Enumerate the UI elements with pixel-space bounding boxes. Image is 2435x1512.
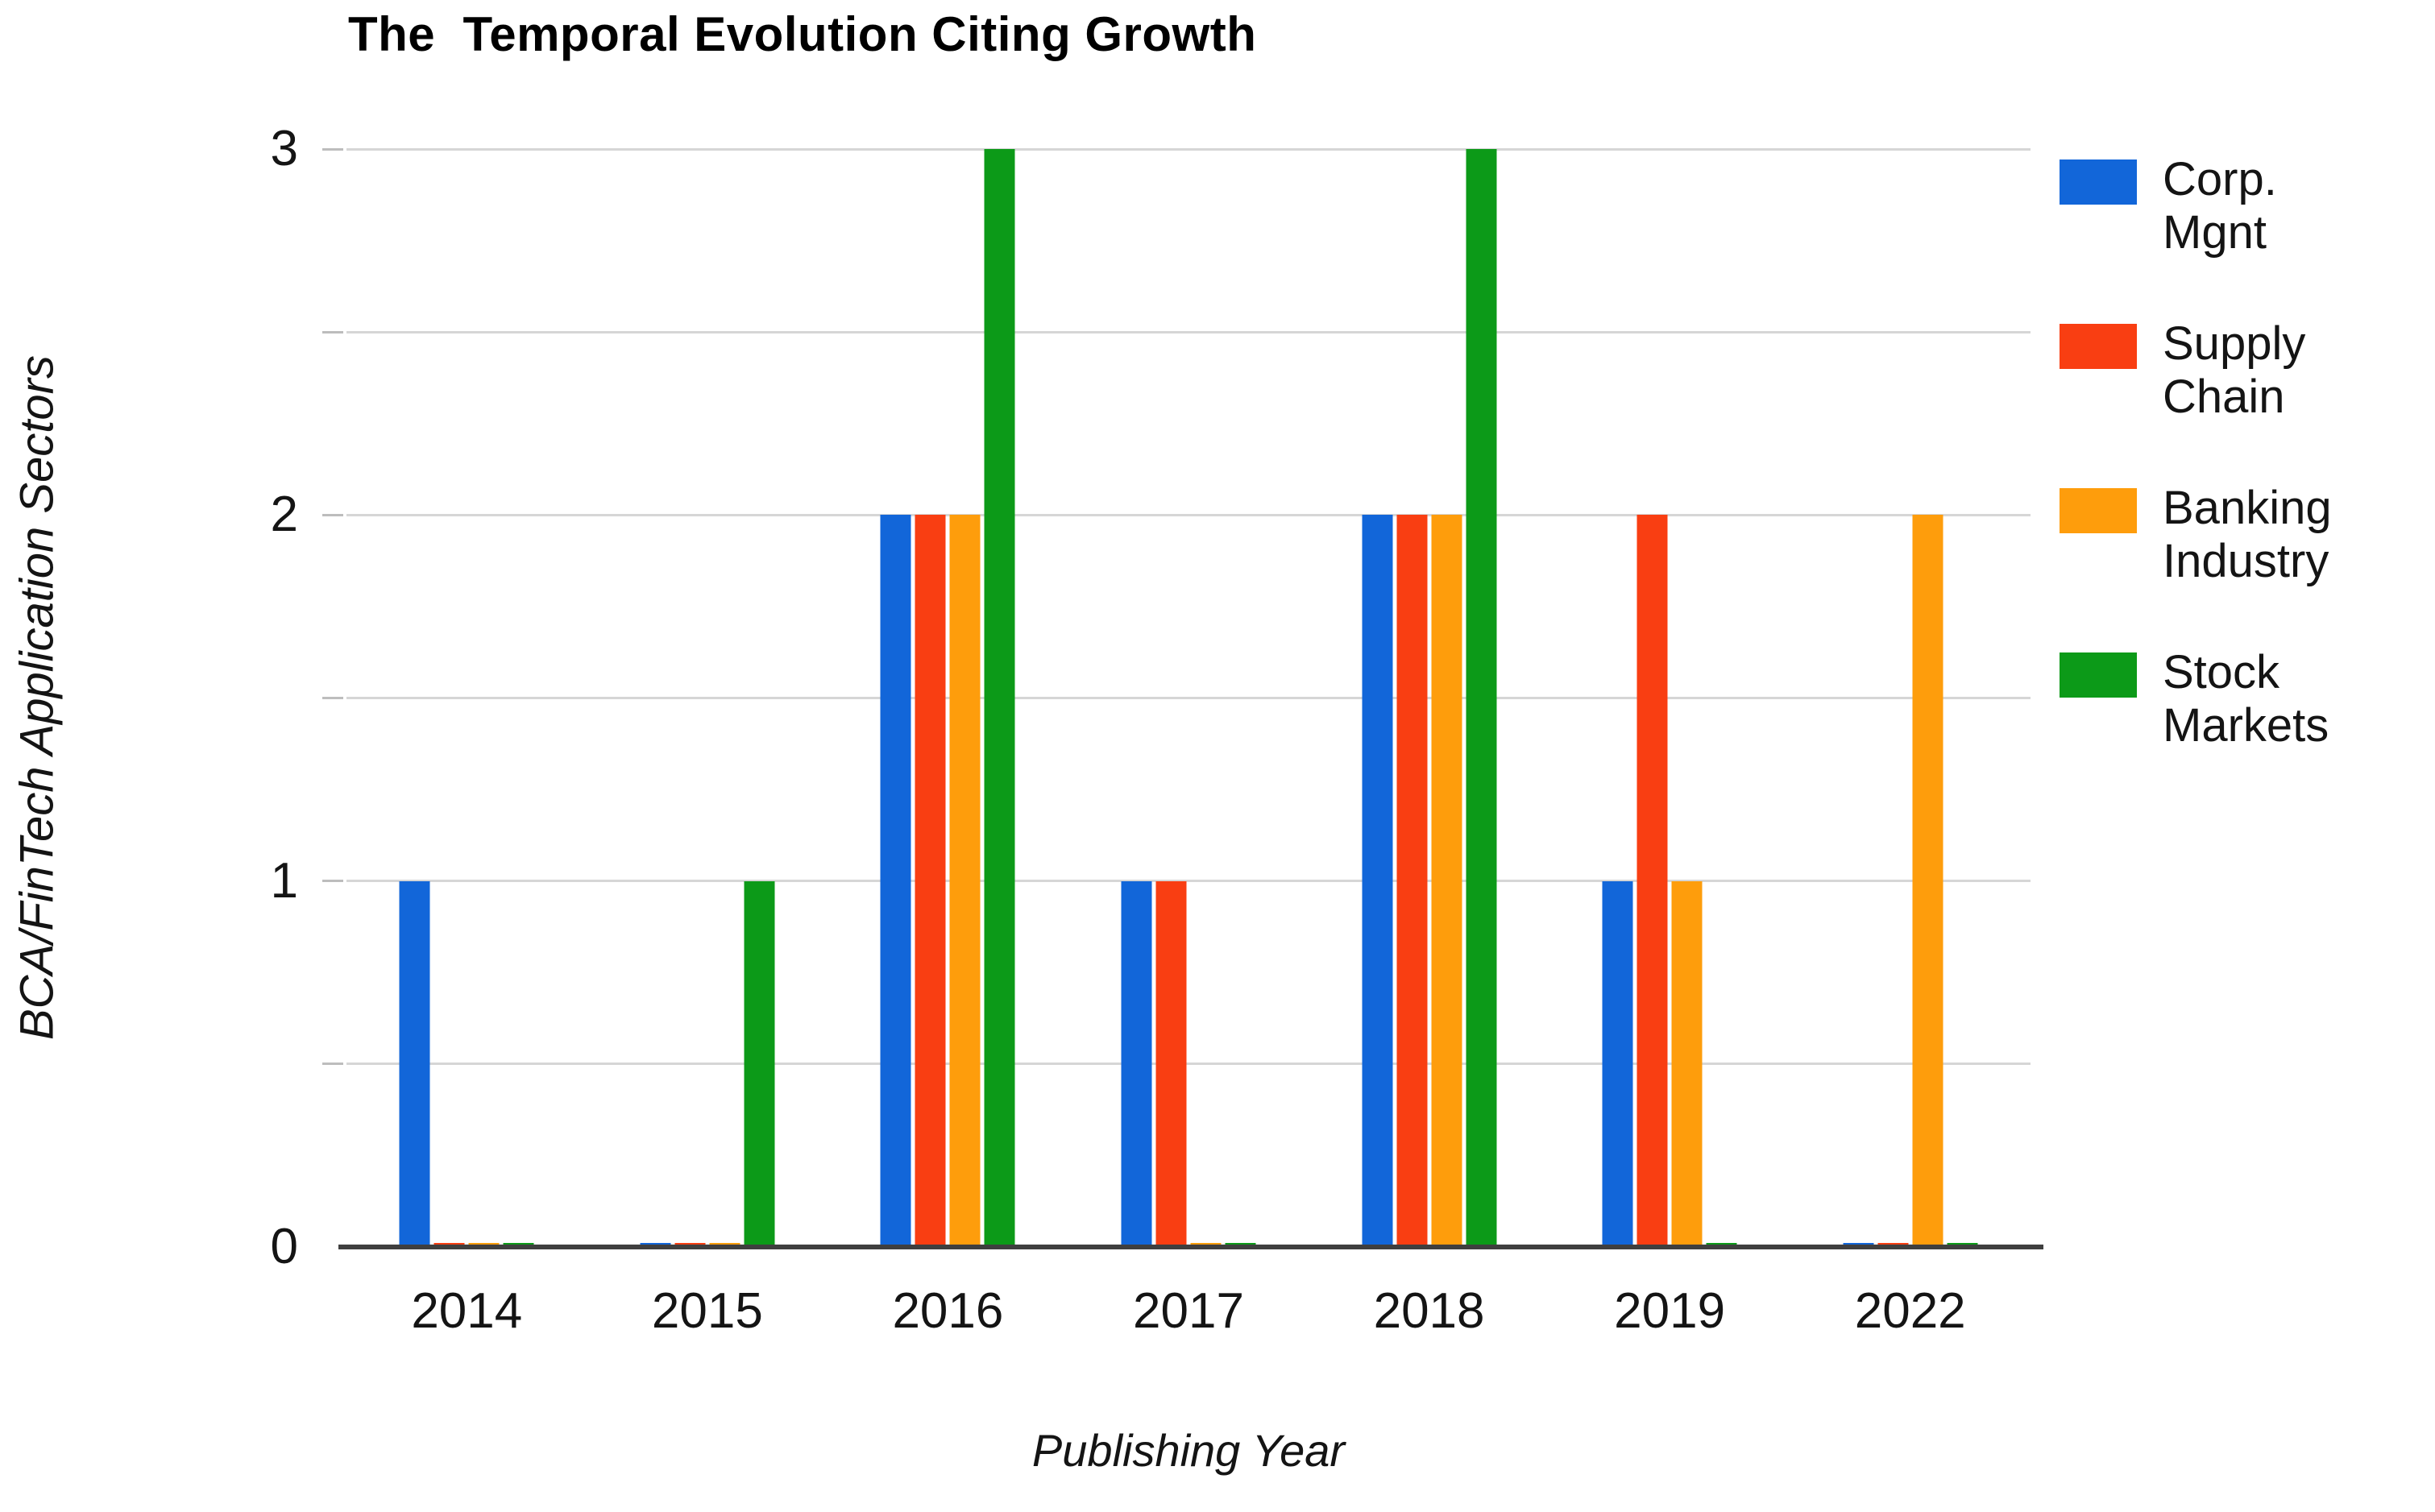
legend-swatch-supply-chain bbox=[2060, 324, 2137, 369]
bar-2017-corp-mgnt bbox=[1121, 880, 1152, 1247]
y-tick-label-3: 3 bbox=[270, 121, 298, 176]
bar-group-2015 bbox=[640, 880, 775, 1247]
bar-2019-banking-industry bbox=[1671, 880, 1703, 1247]
y-axis-tick bbox=[322, 697, 343, 699]
x-tick-label-2017: 2017 bbox=[1133, 1283, 1244, 1339]
legend-label-supply-chain: Supply Chain bbox=[2163, 317, 2306, 423]
x-tick-label-2018: 2018 bbox=[1373, 1283, 1485, 1339]
legend-swatch-corp-mgnt bbox=[2060, 159, 2137, 205]
x-axis-line bbox=[338, 1245, 2043, 1249]
chart-title: The Temporal Evolution Citing Growth bbox=[348, 7, 1257, 61]
y-axis-tick bbox=[322, 1063, 343, 1066]
legend-swatch-stock-markets bbox=[2060, 652, 2137, 698]
bar-group-2019 bbox=[1602, 515, 1737, 1247]
legend-label-banking-industry: Banking Industry bbox=[2163, 482, 2332, 587]
legend-entry-corp-mgnt: Corp. Mgnt bbox=[2060, 153, 2332, 259]
x-axis-title: Publishing Year bbox=[1031, 1425, 1346, 1476]
bar-group-2017 bbox=[1121, 880, 1256, 1247]
gridline bbox=[346, 697, 2031, 699]
legend-entry-supply-chain: Supply Chain bbox=[2060, 317, 2332, 424]
gridline bbox=[346, 147, 2031, 151]
legend-swatch-banking-industry bbox=[2060, 488, 2137, 533]
x-tick-label-2016: 2016 bbox=[892, 1283, 1004, 1339]
bar-2017-supply-chain bbox=[1155, 880, 1187, 1247]
y-axis-tick bbox=[322, 147, 343, 151]
bar-2019-supply-chain bbox=[1636, 515, 1668, 1247]
bar-2016-banking-industry bbox=[949, 515, 981, 1247]
y-tick-label-1: 1 bbox=[270, 852, 298, 909]
bar-2018-corp-mgnt bbox=[1362, 515, 1393, 1247]
x-tick-label-2014: 2014 bbox=[411, 1283, 523, 1339]
bar-2018-supply-chain bbox=[1396, 515, 1428, 1247]
x-tick-label-2019: 2019 bbox=[1614, 1283, 1726, 1339]
bar-group-2014 bbox=[399, 880, 534, 1247]
gridline bbox=[346, 1063, 2031, 1066]
legend-label-corp-mgnt: Corp. Mgnt bbox=[2163, 153, 2277, 259]
y-axis-tick bbox=[322, 880, 343, 883]
y-tick-label-2: 2 bbox=[270, 487, 298, 543]
gridline bbox=[346, 880, 2031, 883]
legend: Corp. Mgnt Supply Chain Banking Industry… bbox=[2060, 153, 2332, 752]
y-axis-title: BCA/FinTech Application Sectors bbox=[10, 354, 64, 1041]
y-tick-label-0: 0 bbox=[270, 1219, 298, 1274]
legend-entry-banking-industry: Banking Industry bbox=[2060, 482, 2332, 588]
y-axis-labels: 0 1 2 3 bbox=[161, 121, 298, 1274]
bar-2016-corp-mgnt bbox=[880, 515, 911, 1247]
bar-2014-corp-mgnt bbox=[399, 880, 430, 1247]
y-axis-tick bbox=[322, 330, 343, 333]
legend-entry-stock-markets: Stock Markets bbox=[2060, 646, 2332, 752]
gridline bbox=[346, 513, 2031, 516]
bar-group-2018 bbox=[1362, 149, 1497, 1247]
x-tick-label-2015: 2015 bbox=[651, 1283, 763, 1339]
x-axis-labels: 2014 2015 2016 2017 2018 2019 2022 bbox=[346, 1282, 2031, 1355]
bar-2016-supply-chain bbox=[915, 515, 946, 1247]
plot-area bbox=[322, 147, 2043, 1249]
bar-2022-banking-industry bbox=[1912, 515, 1943, 1247]
bar-group-2016 bbox=[880, 149, 1015, 1247]
y-axis-tick bbox=[322, 513, 343, 516]
bar-2018-stock-markets bbox=[1466, 149, 1497, 1247]
legend-label-stock-markets: Stock Markets bbox=[2163, 646, 2329, 752]
bar-group-2022 bbox=[1843, 515, 1978, 1247]
x-tick-label-2022: 2022 bbox=[1854, 1283, 1966, 1339]
bar-2019-corp-mgnt bbox=[1602, 880, 1633, 1247]
bar-2018-banking-industry bbox=[1431, 515, 1462, 1247]
bar-2016-stock-markets bbox=[984, 149, 1015, 1247]
gridline bbox=[346, 330, 2031, 333]
bar-2015-stock-markets bbox=[744, 880, 775, 1247]
